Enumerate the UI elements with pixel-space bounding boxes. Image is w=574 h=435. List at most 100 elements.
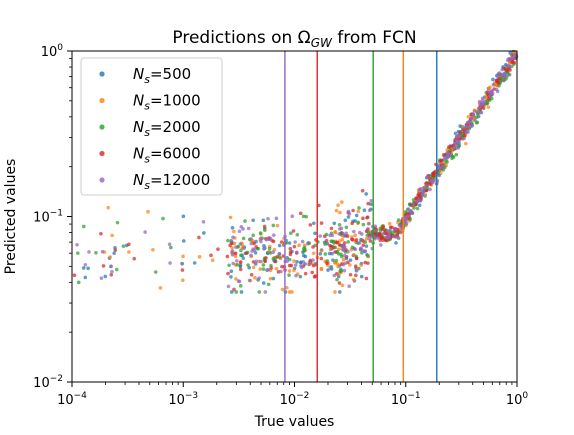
data-point <box>360 188 365 193</box>
data-point <box>489 96 494 101</box>
legend-item: Ns=500 <box>99 65 191 86</box>
data-point <box>239 248 243 253</box>
data-point <box>351 208 355 213</box>
data-point <box>292 268 296 273</box>
data-point <box>81 224 86 229</box>
data-point <box>229 275 233 279</box>
data-point <box>293 240 297 244</box>
data-point <box>385 229 390 233</box>
data-point <box>264 256 268 260</box>
data-point <box>319 248 324 253</box>
data-point <box>226 284 231 289</box>
data-point <box>369 202 373 207</box>
data-point <box>350 238 355 242</box>
data-point <box>249 241 254 246</box>
x-tick-label: 10−4 <box>57 391 87 408</box>
data-point <box>325 261 329 266</box>
data-point <box>239 253 243 258</box>
data-point <box>341 257 346 262</box>
data-point <box>459 129 463 134</box>
data-point <box>333 290 337 294</box>
data-point <box>361 243 366 248</box>
data-point <box>234 245 238 249</box>
data-point <box>161 216 165 221</box>
data-point <box>293 263 298 267</box>
data-point <box>353 273 358 278</box>
data-point <box>252 248 257 252</box>
data-point <box>266 282 271 287</box>
data-point <box>501 78 506 83</box>
data-point <box>465 124 469 129</box>
data-point <box>132 256 137 261</box>
data-point <box>261 281 266 285</box>
data-point <box>403 210 408 214</box>
data-point <box>366 261 370 265</box>
data-point <box>167 242 172 247</box>
data-point <box>398 230 403 235</box>
data-point <box>324 238 329 243</box>
data-point <box>464 141 468 146</box>
data-point <box>448 144 453 148</box>
data-point <box>340 237 345 242</box>
data-point <box>373 228 378 233</box>
data-point <box>101 264 106 268</box>
data-point <box>299 265 304 270</box>
data-point <box>86 266 90 271</box>
data-point <box>360 248 364 252</box>
data-point <box>474 115 479 120</box>
data-point <box>226 238 230 243</box>
data-point <box>359 238 364 242</box>
data-point <box>318 234 322 238</box>
data-point <box>289 231 293 235</box>
data-point <box>485 101 490 106</box>
data-point <box>342 245 347 249</box>
data-point <box>258 267 263 271</box>
data-point <box>476 110 481 115</box>
data-point <box>334 208 339 213</box>
data-point <box>290 290 294 294</box>
legend-item: Ns=2000 <box>99 118 201 139</box>
data-point <box>346 249 350 254</box>
data-point <box>151 247 155 252</box>
legend-marker <box>99 124 105 130</box>
data-point <box>317 203 321 208</box>
data-point <box>275 254 280 259</box>
data-point <box>99 276 104 280</box>
data-point <box>232 287 236 292</box>
data-point <box>483 99 488 103</box>
data-point <box>512 60 517 65</box>
data-point <box>290 214 295 218</box>
data-point <box>94 250 98 255</box>
data-point <box>246 263 250 267</box>
data-point <box>244 251 249 255</box>
data-point <box>303 254 308 259</box>
data-point <box>341 232 346 236</box>
data-point <box>348 258 353 262</box>
legend-marker <box>99 97 105 104</box>
data-point <box>243 219 247 223</box>
data-point <box>323 242 327 246</box>
data-point <box>294 251 299 255</box>
data-point <box>337 232 341 236</box>
data-point <box>354 238 359 242</box>
data-point <box>180 268 185 272</box>
data-point <box>319 221 324 225</box>
data-point <box>216 247 220 251</box>
data-point <box>462 136 466 141</box>
data-point <box>169 245 173 250</box>
data-point <box>237 279 242 284</box>
data-point <box>301 260 306 264</box>
data-point <box>298 274 303 279</box>
data-point <box>251 265 256 270</box>
data-point <box>355 266 360 271</box>
data-point <box>302 248 307 253</box>
legend-items: Ns=500 Ns=1000 Ns=2000 Ns=6000 Ns=12000 <box>99 65 210 192</box>
data-point <box>339 268 344 273</box>
x-tick-label: 10−3 <box>168 391 198 408</box>
data-point <box>347 284 352 288</box>
legend: Ns=500 Ns=1000 Ns=2000 Ns=6000 Ns=12000 <box>80 57 223 196</box>
data-point <box>437 166 441 170</box>
data-point <box>127 250 131 254</box>
data-point <box>271 276 276 281</box>
data-point <box>275 223 280 228</box>
